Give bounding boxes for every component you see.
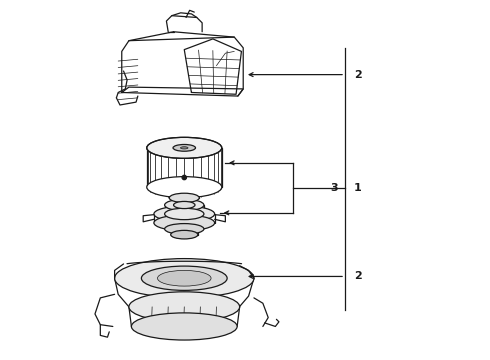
Ellipse shape bbox=[169, 193, 199, 203]
Text: 3: 3 bbox=[331, 183, 339, 193]
Ellipse shape bbox=[129, 292, 240, 322]
Ellipse shape bbox=[180, 147, 188, 149]
Ellipse shape bbox=[171, 230, 198, 239]
Ellipse shape bbox=[165, 208, 204, 220]
Ellipse shape bbox=[115, 258, 254, 298]
Ellipse shape bbox=[142, 266, 227, 291]
Ellipse shape bbox=[165, 224, 204, 234]
Text: 2: 2 bbox=[354, 69, 362, 80]
Ellipse shape bbox=[147, 177, 222, 198]
Ellipse shape bbox=[131, 313, 237, 340]
Ellipse shape bbox=[154, 206, 215, 222]
Text: 1: 1 bbox=[354, 183, 362, 193]
Text: 2: 2 bbox=[354, 271, 362, 282]
Ellipse shape bbox=[173, 202, 195, 208]
Circle shape bbox=[182, 175, 186, 180]
Ellipse shape bbox=[147, 138, 222, 158]
Ellipse shape bbox=[173, 144, 196, 151]
Ellipse shape bbox=[165, 199, 204, 211]
Ellipse shape bbox=[154, 215, 215, 231]
Ellipse shape bbox=[157, 270, 211, 286]
